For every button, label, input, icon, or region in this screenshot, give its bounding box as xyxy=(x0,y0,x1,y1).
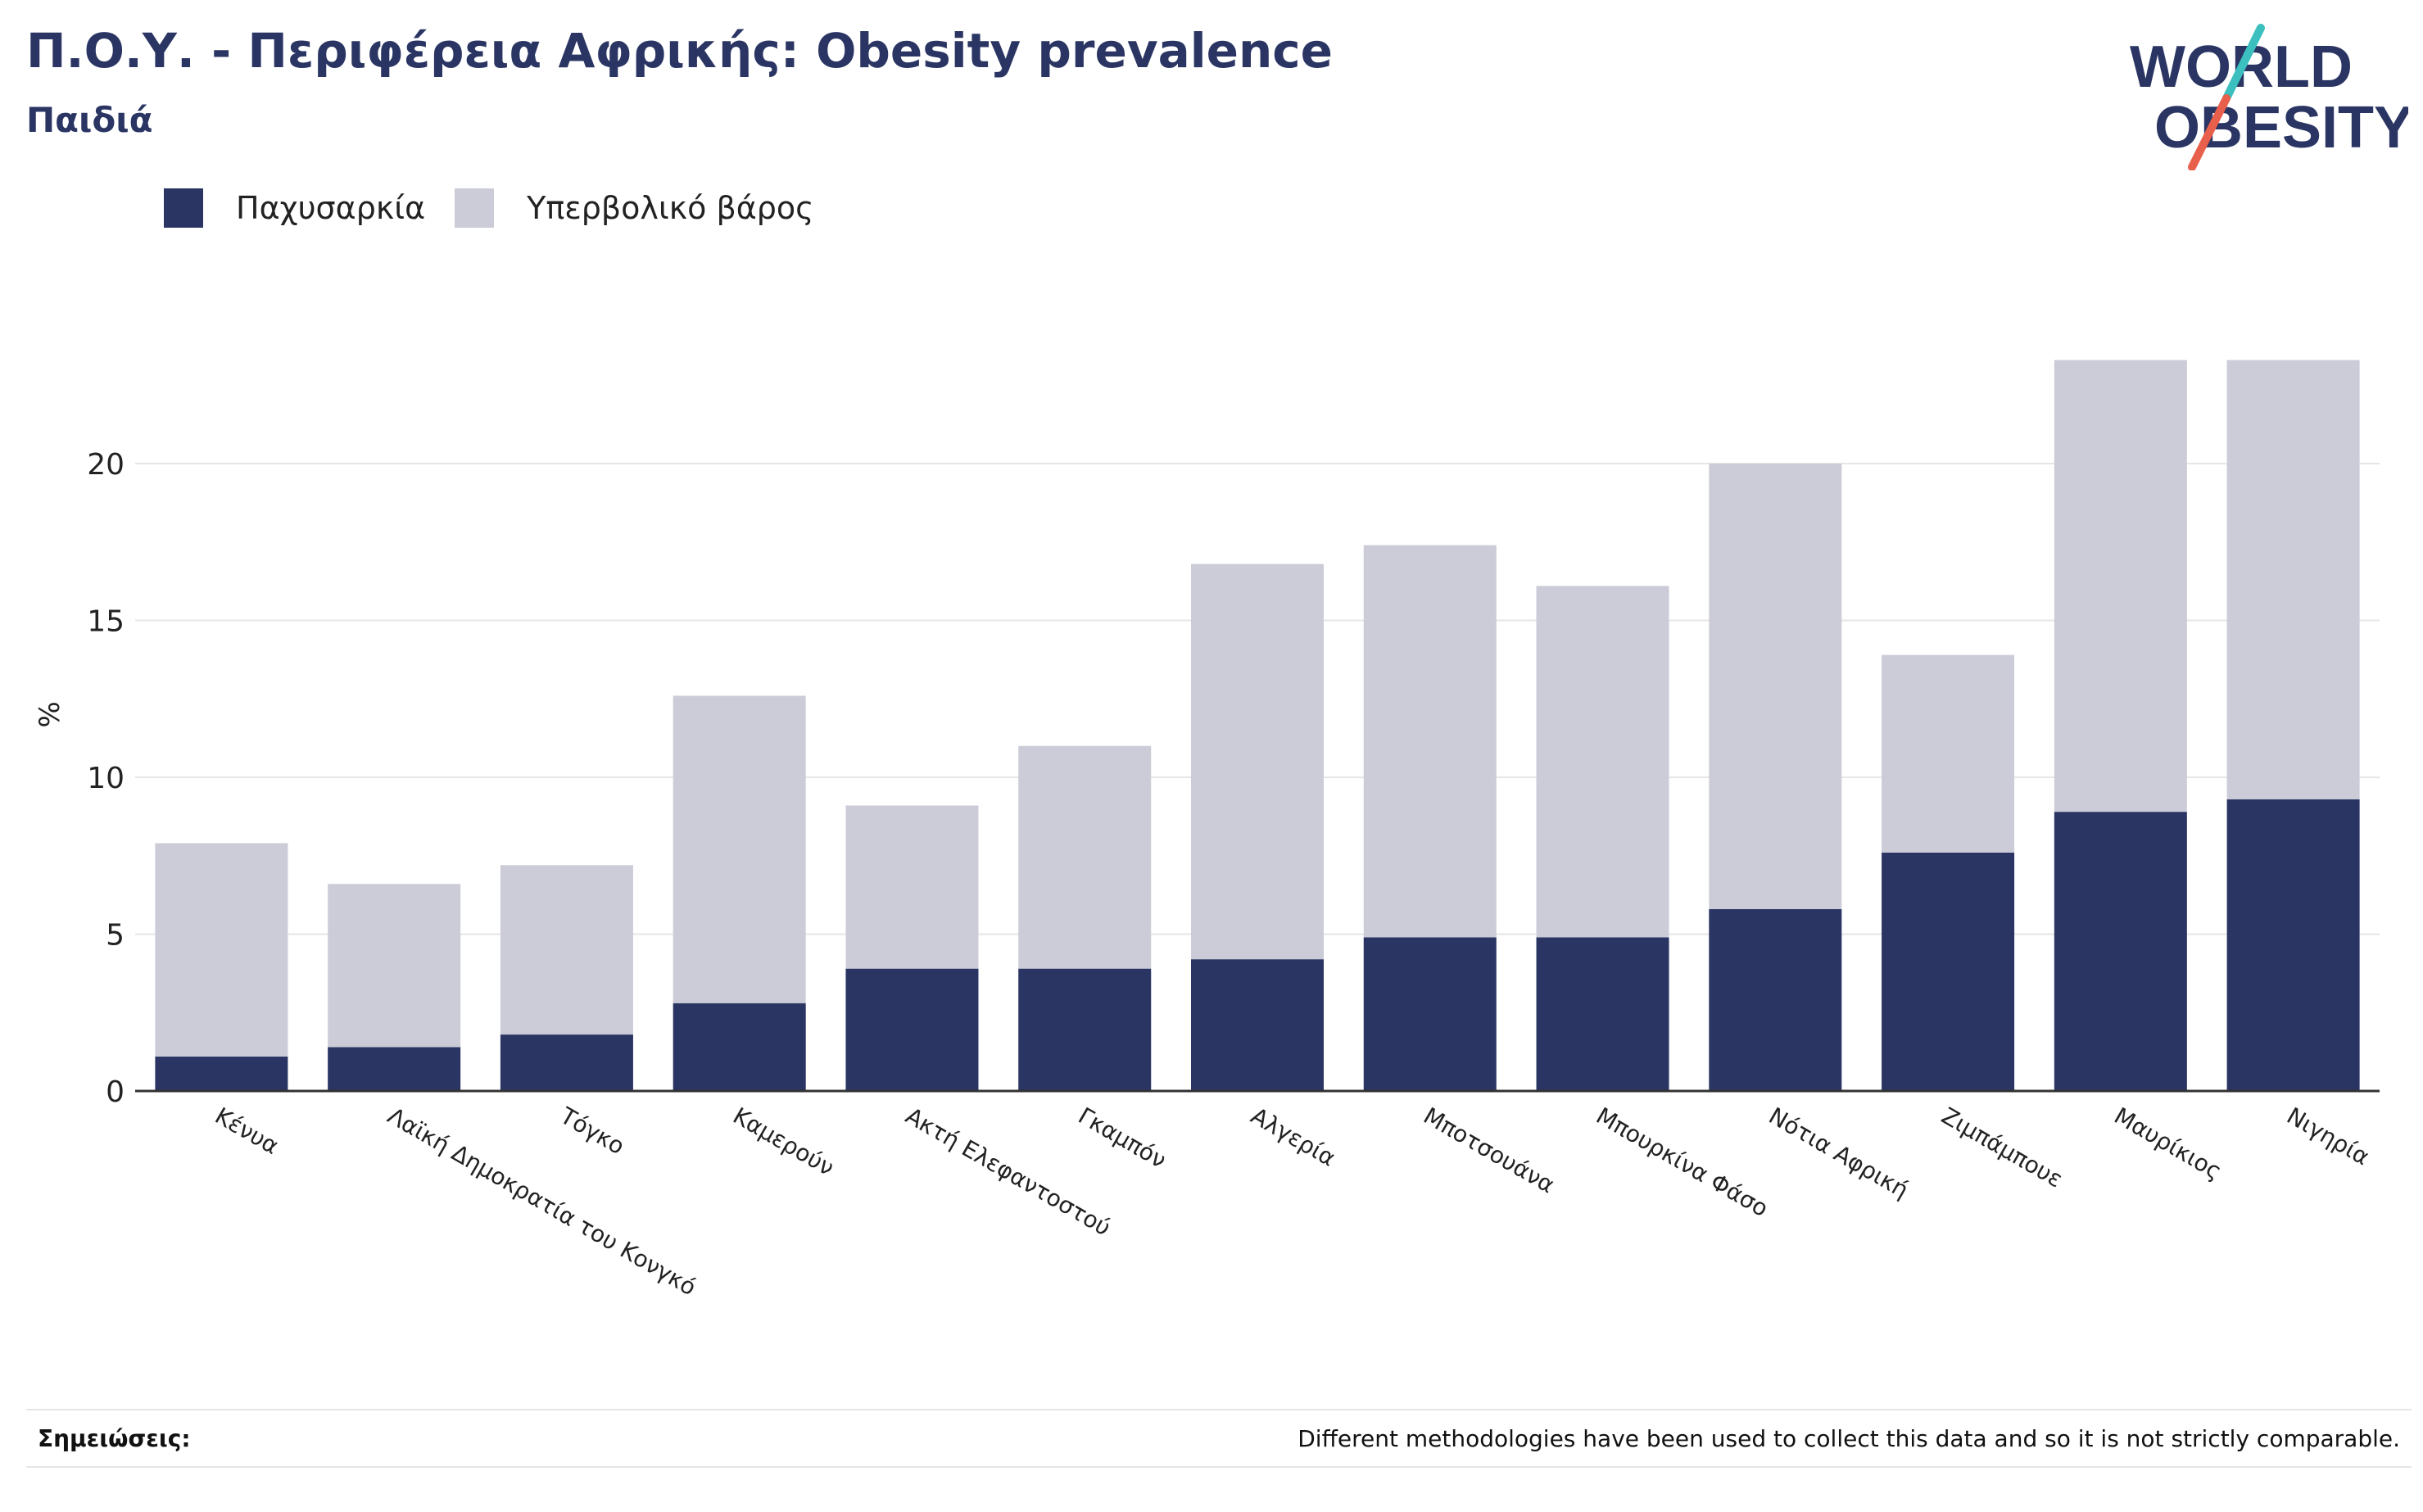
x-tick-label: Αλγερία xyxy=(1247,1102,1340,1171)
x-tick-label: Νότια Αφρική xyxy=(1764,1102,1913,1203)
bar-overweight xyxy=(2226,360,2360,799)
chart-legend: Παχυσαρκία Υπερβολικό βάρος xyxy=(164,188,843,228)
legend-swatch-overweight xyxy=(455,188,495,228)
bar-obesity xyxy=(1191,959,1324,1091)
bar-overweight xyxy=(1363,545,1497,938)
legend-label-obesity: Παχυσαρκία xyxy=(236,190,426,226)
bar-overweight xyxy=(1536,586,1669,938)
x-tick-label: Τόγκο xyxy=(555,1102,629,1160)
legend-item-obesity: Παχυσαρκία xyxy=(164,188,425,228)
y-axis-label: % xyxy=(34,701,66,727)
bar-obesity xyxy=(2054,812,2187,1091)
x-tick-label: Μποτσουάνα xyxy=(1419,1102,1559,1198)
legend-item-overweight: Υπερβολικό βάρος xyxy=(455,188,813,228)
x-tick-label: Κένυα xyxy=(211,1102,283,1159)
x-tick-label: Λαϊκή Δημοκρατία του Κονγκό xyxy=(383,1102,701,1301)
bar-obesity xyxy=(1709,908,1842,1091)
bar-obesity xyxy=(1018,968,1152,1091)
bar-overweight xyxy=(1018,745,1152,969)
y-tick-label: 20 xyxy=(87,448,125,482)
logo-slash-bottom xyxy=(2188,94,2231,170)
bar-overweight xyxy=(155,843,288,1057)
legend-label-overweight: Υπερβολικό βάρος xyxy=(527,190,814,226)
x-tick-label: Γκαμπόν xyxy=(1074,1102,1171,1174)
bar-obesity xyxy=(2226,799,2360,1091)
bar-overweight xyxy=(1709,464,1842,909)
bar-obesity xyxy=(1363,937,1497,1091)
chart-subtitle: Παιδιά xyxy=(26,100,153,140)
notes-text: Different methodologies have been used t… xyxy=(1298,1424,2400,1452)
notes-bar: Σημειώσεις: Different methodologies have… xyxy=(26,1409,2412,1468)
y-tick-label: 5 xyxy=(106,919,125,953)
x-tick-label: Μπουρκίνα Φάσο xyxy=(1592,1102,1773,1222)
bar-obesity xyxy=(328,1047,461,1091)
y-tick-label: 15 xyxy=(87,605,125,639)
bar-overweight xyxy=(500,865,633,1035)
bar-overweight xyxy=(1882,654,2015,853)
y-tick-label: 10 xyxy=(87,762,125,795)
x-tick-label: Μαυρίκιος xyxy=(2109,1102,2226,1184)
bar-obesity xyxy=(500,1034,633,1091)
y-tick-label: 0 xyxy=(106,1075,125,1109)
chart-title: Π.Ο.Υ. - Περιφέρεια Αφρικής: Obesity pre… xyxy=(26,23,1333,79)
bar-overweight xyxy=(328,884,461,1048)
bar-obesity xyxy=(1882,852,2015,1091)
stacked-bar-chart: 0 5 10 15 20% Κένυα Λαϊκή Δημοκρατία του Κονγκ… xyxy=(34,360,2380,1301)
bar-obesity xyxy=(845,968,979,1091)
bar-obesity xyxy=(1536,937,1669,1091)
x-tick-label: Καμερούν xyxy=(728,1102,839,1181)
bar-obesity xyxy=(155,1056,288,1091)
logo-slash-top xyxy=(2222,24,2265,102)
bar-overweight xyxy=(1191,564,1324,960)
x-tick-label: Νιγηρία xyxy=(2282,1102,2374,1170)
legend-swatch-obesity xyxy=(164,188,203,228)
bar-overweight xyxy=(2054,360,2187,813)
bar-overweight xyxy=(845,805,979,969)
bar-obesity xyxy=(673,1003,806,1091)
world-obesity-logo: WORLD OBESITY xyxy=(2130,24,2408,170)
x-tick-label: Ζιμπάμπουε xyxy=(1937,1102,2067,1193)
bar-overweight xyxy=(673,695,806,1003)
notes-label: Σημειώσεις: xyxy=(38,1424,191,1452)
